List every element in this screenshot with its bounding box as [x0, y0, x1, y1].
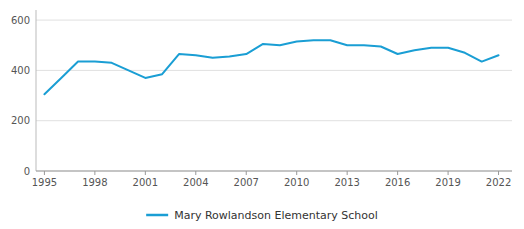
x-tick-label: 1998	[82, 177, 107, 188]
x-tick-label: 2022	[486, 177, 511, 188]
x-tick	[347, 171, 348, 175]
x-tick	[44, 171, 45, 175]
legend-label: Mary Rowlandson Elementary School	[174, 209, 378, 222]
y-tick-label: 600	[11, 15, 30, 26]
x-tick	[94, 171, 95, 175]
x-tick	[498, 171, 499, 175]
x-tick-label: 2004	[183, 177, 208, 188]
legend-swatch	[146, 214, 168, 217]
y-axis-line	[36, 10, 37, 171]
x-tick-label: 2010	[284, 177, 309, 188]
x-axis-line	[36, 171, 512, 172]
x-tick	[246, 171, 247, 175]
x-tick-label: 2016	[385, 177, 410, 188]
y-grid	[36, 20, 512, 171]
y-tick-label: 400	[11, 65, 30, 76]
y-tick-label: 200	[11, 115, 30, 126]
x-tick	[397, 171, 398, 175]
grid-line	[36, 20, 512, 21]
grid-line	[36, 171, 512, 172]
x-tick-label: 2013	[334, 177, 359, 188]
legend: Mary Rowlandson Elementary School	[146, 209, 378, 222]
grid-line	[36, 70, 512, 71]
y-tick-label: 0	[24, 166, 30, 177]
x-tick	[145, 171, 146, 175]
x-tick-label: 2001	[133, 177, 158, 188]
plot-area	[44, 40, 498, 94]
x-tick-label: 1995	[32, 177, 57, 188]
line	[44, 40, 498, 94]
x-tick	[296, 171, 297, 175]
x-tick-label: 2007	[234, 177, 259, 188]
x-tick	[448, 171, 449, 175]
grid-line	[36, 120, 512, 121]
chart: 0 200 400 600 1995 1998 2001 2004 2007 2010 2013 20…	[0, 0, 524, 229]
x-tick-label: 2019	[435, 177, 460, 188]
x-tick	[195, 171, 196, 175]
